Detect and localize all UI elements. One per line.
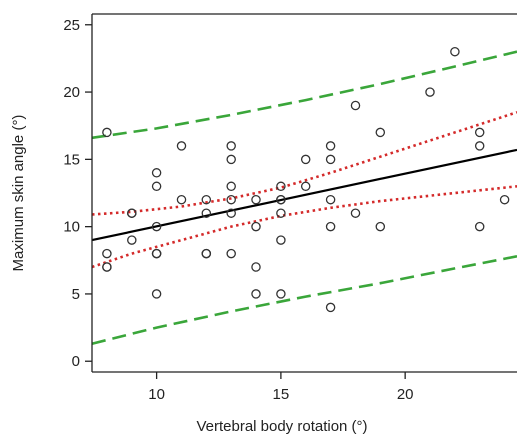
data-point (251, 289, 261, 299)
data-point (300, 154, 311, 165)
y-tick-label: 5 (72, 286, 80, 303)
prediction-lower-line (91, 255, 517, 345)
data-point (251, 194, 261, 205)
x-tick-label: 10 (148, 386, 165, 403)
data-point (102, 262, 112, 272)
ticks: 10 15 20 0 5 10 15 20 25 (63, 17, 413, 403)
data-point (226, 208, 236, 218)
data-point (325, 221, 336, 232)
prediction-upper-line (91, 50, 517, 140)
data-point (226, 141, 236, 151)
data-point (201, 248, 212, 259)
fit-lines (91, 50, 517, 345)
data-point (425, 87, 435, 97)
data-point (474, 221, 485, 232)
x-tick-label: 15 (273, 386, 290, 403)
data-point (151, 248, 162, 259)
data-point (325, 194, 336, 205)
x-axis-label: Vertebral body rotation (°) (196, 418, 367, 435)
data-point (127, 235, 137, 245)
data-point (176, 141, 187, 151)
axes (91, 13, 517, 373)
data-point (276, 181, 286, 192)
data-point (276, 194, 286, 205)
regression-line (91, 148, 517, 242)
confidence-lower-line (91, 185, 517, 269)
data-point (300, 181, 311, 192)
data-point (474, 127, 485, 138)
data-point (226, 154, 236, 165)
data-point (127, 208, 137, 218)
data-point (151, 221, 162, 232)
x-tick-label: 20 (397, 386, 414, 403)
data-point (226, 248, 236, 259)
data-point (226, 181, 236, 192)
y-axis-label: Maximum skin angle (°) (10, 115, 27, 272)
data-point (325, 154, 336, 165)
data-point (201, 194, 212, 205)
data-point (102, 127, 112, 138)
data-point (375, 221, 386, 232)
y-tick-label: 25 (63, 17, 80, 34)
data-point (251, 221, 261, 232)
data-point (176, 194, 187, 205)
data-point (102, 248, 112, 259)
data-point (151, 181, 162, 192)
data-point (325, 302, 336, 313)
y-tick-label: 10 (63, 219, 80, 236)
data-point (151, 168, 162, 178)
data-point (375, 127, 386, 138)
data-point (350, 208, 361, 218)
data-points (102, 46, 510, 313)
y-tick-label: 15 (63, 151, 80, 168)
confidence-upper-line (91, 110, 517, 216)
data-point (276, 289, 286, 299)
data-point (474, 141, 485, 151)
data-point (450, 46, 460, 57)
data-point (201, 208, 212, 218)
data-point (325, 141, 336, 151)
data-point (151, 289, 162, 299)
data-point (276, 235, 286, 245)
data-point (251, 262, 261, 272)
y-tick-label: 20 (63, 84, 80, 101)
data-point (276, 208, 286, 218)
data-point (350, 100, 361, 111)
y-tick-label: 0 (72, 353, 80, 370)
data-point (499, 194, 510, 205)
data-point (226, 194, 236, 205)
